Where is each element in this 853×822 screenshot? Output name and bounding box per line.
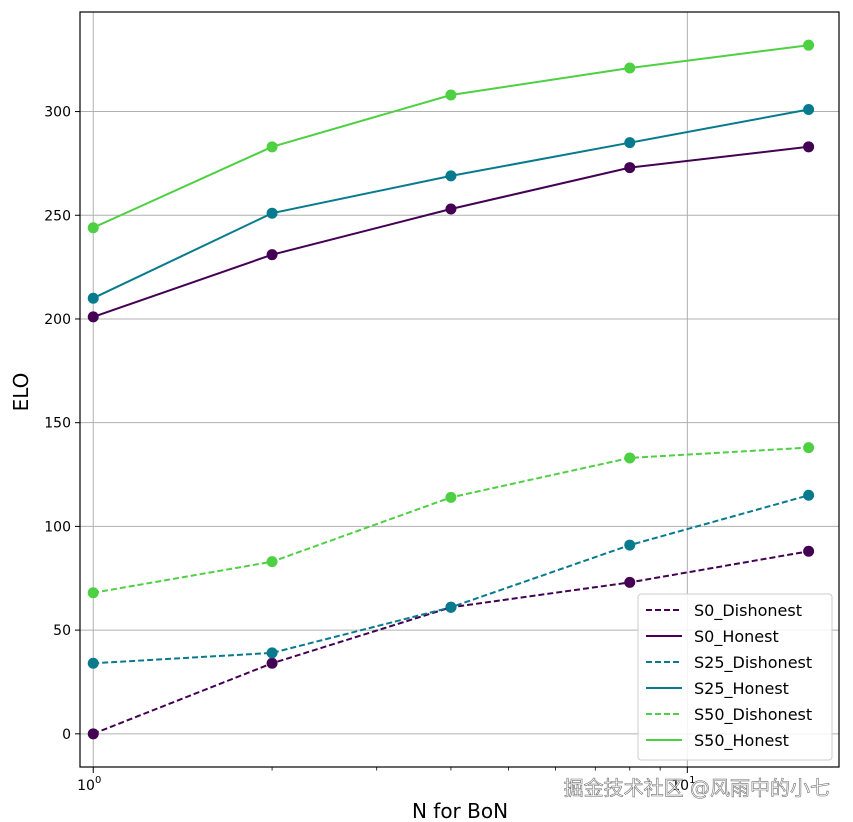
x-tick-label: 101 — [671, 775, 695, 794]
x-tick-exponent: 1 — [689, 775, 695, 786]
y-tick-label: 150 — [44, 416, 71, 432]
x-axis-title: N for BoN — [412, 799, 508, 822]
data-point — [445, 491, 457, 503]
data-point — [803, 141, 815, 153]
data-point — [87, 222, 99, 234]
legend-box — [637, 593, 833, 761]
data-point — [445, 170, 457, 182]
data-point — [803, 39, 815, 51]
x-tick-label: 100 — [77, 775, 101, 794]
legend-label: S50_Dishonest — [694, 705, 812, 725]
data-point — [624, 452, 636, 464]
watermark: 掘金技术社区 @风雨中的小七 — [564, 776, 830, 800]
y-tick-label: 0 — [62, 727, 71, 743]
series-s50-honest — [87, 39, 815, 234]
series-layer — [87, 39, 815, 740]
data-point — [87, 292, 99, 304]
series-s25-dishonest — [87, 489, 815, 669]
data-point — [445, 601, 457, 613]
legend: S0_Dishonest S0_Honest S25_Dishonest S25_Ho… — [637, 593, 833, 761]
data-point — [266, 207, 278, 219]
data-point — [624, 576, 636, 588]
data-point — [624, 62, 636, 74]
data-point — [266, 249, 278, 261]
data-point — [803, 103, 815, 115]
data-point — [266, 647, 278, 659]
data-point — [803, 442, 815, 454]
x-tick-base: 10 — [77, 778, 95, 794]
series-s50-dishonest — [87, 442, 815, 599]
data-point — [803, 545, 815, 557]
y-tick-label: 200 — [44, 312, 71, 328]
x-tick-base: 10 — [671, 778, 689, 794]
data-point — [266, 556, 278, 568]
data-point — [87, 311, 99, 323]
plot-frame — [79, 11, 840, 768]
y-axis-title: ELO — [9, 373, 33, 412]
data-point — [87, 728, 99, 740]
data-point — [624, 539, 636, 551]
legend-label: S0_Honest — [694, 627, 779, 647]
y-tick-label: 250 — [44, 208, 71, 224]
data-point — [624, 162, 636, 174]
data-point — [445, 89, 457, 101]
legend-label: S50_Honest — [694, 731, 789, 751]
y-tick-label: 300 — [44, 105, 71, 121]
data-point — [266, 657, 278, 669]
data-point — [87, 587, 99, 599]
data-point — [624, 137, 636, 149]
y-tick-label: 100 — [44, 519, 71, 535]
legend-label: S25_Dishonest — [694, 653, 812, 673]
y-tick-label: 50 — [53, 623, 71, 639]
grid — [80, 12, 839, 767]
data-point — [445, 203, 457, 215]
data-point — [266, 141, 278, 153]
series-s0-honest — [87, 141, 815, 323]
data-point — [87, 657, 99, 669]
series-s25-honest — [87, 103, 815, 304]
legend-label: S25_Honest — [694, 679, 789, 699]
x-tick-exponent: 0 — [95, 775, 101, 786]
data-point — [803, 489, 815, 501]
legend-label: S0_Dishonest — [694, 601, 802, 621]
